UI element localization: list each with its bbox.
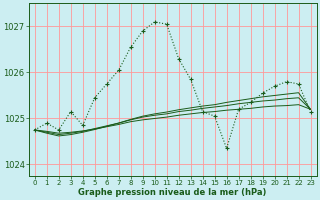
X-axis label: Graphe pression niveau de la mer (hPa): Graphe pression niveau de la mer (hPa) [78, 188, 267, 197]
